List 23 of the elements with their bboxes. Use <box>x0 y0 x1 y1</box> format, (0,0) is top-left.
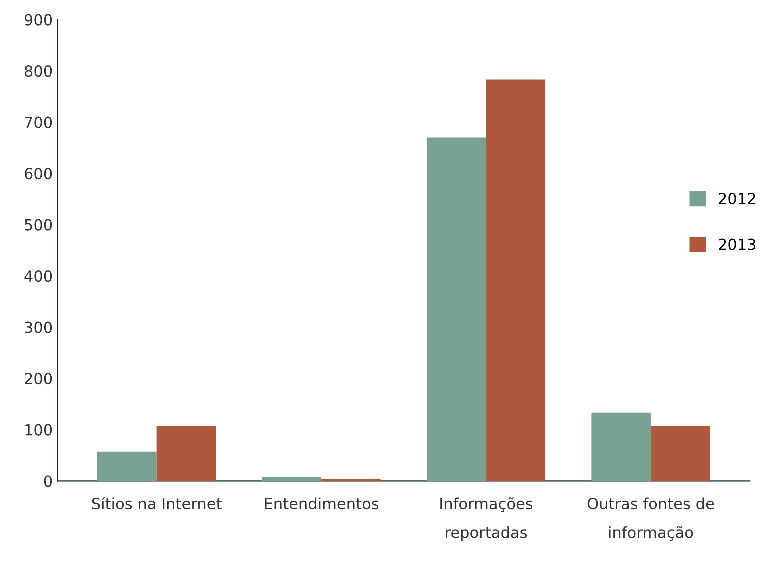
bar <box>98 452 157 482</box>
legend-label: 2012 <box>719 192 756 205</box>
bar <box>486 80 546 482</box>
y-tick-label: 900 <box>24 14 52 26</box>
x-tick-label: Outras fontes de informação <box>588 498 714 542</box>
legend-label: 2013 <box>719 238 756 250</box>
y-tick-label: 200 <box>25 373 52 385</box>
y-tick-label: 500 <box>25 219 52 231</box>
y-tick-label: 0 <box>44 476 52 488</box>
bar <box>156 426 216 482</box>
bar <box>426 138 486 482</box>
y-tick-label: 400 <box>24 270 52 282</box>
x-tick-label: Entendimentos <box>265 498 379 510</box>
x-tick-label: Informações reportadas <box>440 498 533 542</box>
bar <box>650 426 710 482</box>
y-tick-label: 700 <box>25 116 52 128</box>
y-tick-label: 100 <box>26 424 52 436</box>
bar <box>262 477 322 482</box>
y-tick-label: 800 <box>24 66 52 78</box>
y-tick-label: 600 <box>25 168 52 180</box>
bar <box>592 412 651 482</box>
x-tick-label: Sítios na Internet <box>92 497 222 510</box>
y-tick-label: 300 <box>25 322 52 334</box>
